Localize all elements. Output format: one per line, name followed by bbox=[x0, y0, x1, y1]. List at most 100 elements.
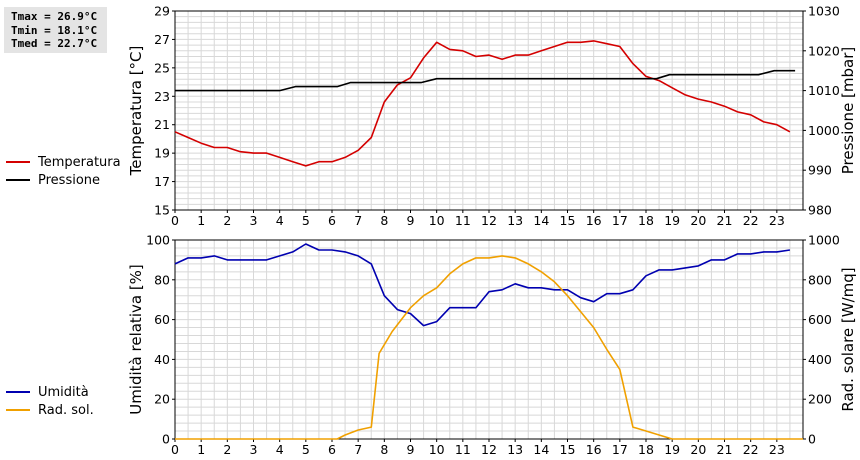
bottom-x-tick-label: 5 bbox=[302, 442, 310, 457]
top-right-axis-title: Pressione [mbar] bbox=[839, 47, 857, 175]
bottom-yl-tick-label: 80 bbox=[154, 272, 170, 287]
top-x-tick-label: 3 bbox=[250, 213, 258, 228]
top-yr-tick-label: 1000 bbox=[808, 123, 840, 138]
top-x-tick-label: 20 bbox=[690, 213, 706, 228]
top-x-tick-label: 0 bbox=[171, 213, 179, 228]
bottom-x-tick-label: 15 bbox=[560, 442, 576, 457]
bottom-x-tick-label: 11 bbox=[455, 442, 471, 457]
bottom-x-tick-label: 23 bbox=[769, 442, 785, 457]
bottom-x-tick-label: 6 bbox=[328, 442, 336, 457]
bottom-left-axis-title: Umidità relativa [%] bbox=[127, 264, 145, 415]
legend-item-temperatura: Temperatura bbox=[6, 153, 121, 171]
bottom-panel-humidity-radiation: 0 1 2 3 4 5 6 7 8 9 10 11 12 13 14 15 16 17 18 19 20 21 22 2302… bbox=[127, 233, 857, 458]
bottom-yl-tick-label: 0 bbox=[162, 432, 170, 447]
temperature-stats-box: Tmax = 26.9°C Tmin = 18.1°C Tmed = 22.7°… bbox=[4, 7, 107, 53]
bottom-x-tick-label: 20 bbox=[690, 442, 706, 457]
bottom-legend: Umidità Rad. sol. bbox=[6, 383, 94, 419]
bottom-x-tick-label: 18 bbox=[638, 442, 654, 457]
top-x-tick-label: 22 bbox=[743, 213, 759, 228]
bottom-yl-tick-label: 20 bbox=[154, 392, 170, 407]
bottom-series-1-line bbox=[175, 255, 803, 440]
top-series-1-line bbox=[175, 69, 796, 92]
top-yl-tick-label: 19 bbox=[154, 146, 170, 161]
top-yl-tick-label: 25 bbox=[154, 60, 170, 75]
top-legend: Temperatura Pressione bbox=[6, 153, 121, 189]
legend-item-pressione: Pressione bbox=[6, 171, 121, 189]
bottom-x-tick-label: 16 bbox=[586, 442, 602, 457]
top-left-axis-title: Temperatura [°C] bbox=[127, 46, 145, 177]
top-yr-tick-label: 1020 bbox=[808, 43, 840, 58]
top-panel-temperature-pressure: 0 1 2 3 4 5 6 7 8 9 10 11 12 13 14 15 16 17 18 19 20 21 22 2315… bbox=[127, 4, 857, 229]
legend-swatch-pressione bbox=[6, 179, 30, 181]
legend-label-pressione: Pressione bbox=[38, 172, 101, 188]
top-x-tick-label: 2 bbox=[223, 213, 231, 228]
bottom-yr-tick-label: 800 bbox=[808, 272, 832, 287]
top-x-tick-label: 21 bbox=[717, 213, 733, 228]
bottom-x-tick-label: 0 bbox=[171, 442, 179, 457]
bottom-x-tick-label: 19 bbox=[664, 442, 680, 457]
top-x-tick-label: 17 bbox=[612, 213, 628, 228]
top-x-tick-label: 23 bbox=[769, 213, 785, 228]
legend-item-umidita: Umidità bbox=[6, 383, 94, 401]
bottom-x-tick-label: 2 bbox=[223, 442, 231, 457]
top-x-tick-label: 19 bbox=[664, 213, 680, 228]
top-x-tick-label: 16 bbox=[586, 213, 602, 228]
bottom-x-tick-label: 17 bbox=[612, 442, 628, 457]
top-x-tick-label: 14 bbox=[533, 213, 549, 228]
top-yl-tick-label: 23 bbox=[154, 89, 170, 104]
bottom-yl-tick-label: 40 bbox=[154, 352, 170, 367]
bottom-x-tick-label: 4 bbox=[276, 442, 284, 457]
top-yl-tick-label: 27 bbox=[154, 32, 170, 47]
top-x-tick-label: 9 bbox=[407, 213, 415, 228]
bottom-x-tick-label: 1 bbox=[197, 442, 205, 457]
legend-label-rad-sol: Rad. sol. bbox=[38, 402, 94, 418]
top-x-tick-label: 6 bbox=[328, 213, 336, 228]
top-yl-tick-label: 29 bbox=[154, 4, 170, 19]
top-series-0-line bbox=[174, 40, 791, 167]
legend-item-rad-sol: Rad. sol. bbox=[6, 401, 94, 419]
top-x-tick-label: 8 bbox=[380, 213, 388, 228]
top-yr-tick-label: 980 bbox=[808, 203, 832, 218]
top-x-tick-label: 11 bbox=[455, 213, 471, 228]
bottom-x-tick-label: 14 bbox=[533, 442, 549, 457]
top-yr-tick-label: 1030 bbox=[808, 4, 840, 19]
top-x-tick-label: 5 bbox=[302, 213, 310, 228]
top-x-tick-label: 15 bbox=[560, 213, 576, 228]
top-yr-tick-label: 990 bbox=[808, 163, 832, 178]
tmin-label: Tmin = 18.1°C bbox=[11, 23, 98, 37]
bottom-x-tick-label: 7 bbox=[354, 442, 362, 457]
bottom-x-tick-label: 3 bbox=[250, 442, 258, 457]
bottom-x-tick-label: 22 bbox=[743, 442, 759, 457]
bottom-yr-tick-label: 1000 bbox=[808, 233, 840, 248]
bottom-x-tick-label: 21 bbox=[717, 442, 733, 457]
top-yl-tick-label: 21 bbox=[154, 117, 170, 132]
top-x-tick-label: 4 bbox=[276, 213, 284, 228]
legend-label-umidita: Umidità bbox=[38, 384, 89, 400]
legend-swatch-umidita bbox=[6, 391, 30, 393]
legend-swatch-temperatura bbox=[6, 161, 30, 163]
bottom-yr-tick-label: 400 bbox=[808, 352, 832, 367]
top-yr-tick-label: 1010 bbox=[808, 83, 840, 98]
bottom-series-0-line bbox=[174, 243, 791, 327]
bottom-x-tick-label: 12 bbox=[481, 442, 497, 457]
bottom-x-tick-label: 10 bbox=[429, 442, 445, 457]
bottom-x-tick-label: 9 bbox=[407, 442, 415, 457]
bottom-yl-tick-label: 100 bbox=[146, 233, 170, 248]
top-x-tick-label: 1 bbox=[197, 213, 205, 228]
bottom-yl-tick-label: 60 bbox=[154, 312, 170, 327]
tmax-label: Tmax = 26.9°C bbox=[11, 10, 98, 23]
legend-swatch-rad-sol bbox=[6, 409, 30, 411]
top-yl-tick-label: 17 bbox=[154, 174, 170, 189]
bottom-yr-tick-label: 200 bbox=[808, 392, 832, 407]
top-x-tick-label: 13 bbox=[507, 213, 523, 228]
top-x-tick-label: 7 bbox=[354, 213, 362, 228]
bottom-yr-tick-label: 600 bbox=[808, 312, 832, 327]
bottom-x-tick-label: 8 bbox=[380, 442, 388, 457]
top-x-tick-label: 12 bbox=[481, 213, 497, 228]
top-yl-tick-label: 15 bbox=[154, 203, 170, 218]
bottom-x-tick-label: 13 bbox=[507, 442, 523, 457]
top-x-tick-label: 18 bbox=[638, 213, 654, 228]
legend-label-temperatura: Temperatura bbox=[38, 154, 121, 170]
top-x-tick-label: 10 bbox=[429, 213, 445, 228]
